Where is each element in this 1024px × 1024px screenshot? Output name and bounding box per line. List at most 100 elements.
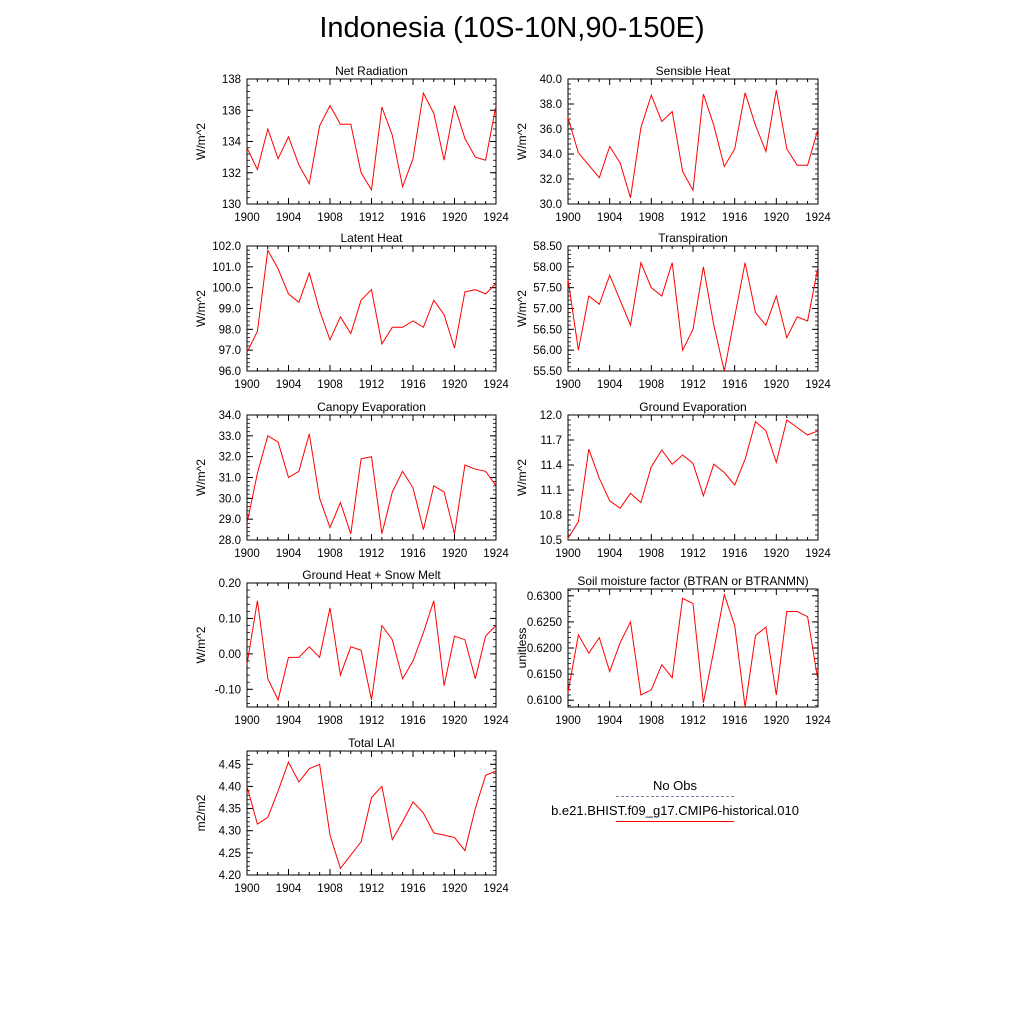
transpiration-series-line bbox=[567, 260, 819, 372]
canopy-evaporation-ytick-label: 28.0 bbox=[219, 535, 241, 547]
canopy-evaporation-xtick-label: 1912 bbox=[359, 548, 385, 560]
soil-moisture-factor-btran-or-btranmn-panel-title: Soil moisture factor (BTRAN or BTRANMN) bbox=[577, 574, 808, 588]
transpiration-ytick-label: 56.50 bbox=[533, 324, 562, 336]
net-radiation-panel-title: Net Radiation bbox=[335, 64, 408, 78]
sensible-heat-panel-title: Sensible Heat bbox=[656, 64, 731, 78]
net-radiation-ytick-label: 130 bbox=[222, 199, 241, 211]
latent-heat-ytick-label: 100.0 bbox=[212, 283, 241, 295]
ground-evaporation-panel-title: Ground Evaporation bbox=[639, 400, 746, 414]
ground-evaporation-ytick-label: 12.0 bbox=[540, 410, 562, 422]
sensible-heat-plot-frame bbox=[567, 78, 819, 205]
ground-evaporation-xtick-label: 1924 bbox=[805, 548, 831, 560]
ground-heat-snow-melt-xtick-label: 1920 bbox=[442, 715, 468, 727]
total-lai-xtick-label: 1924 bbox=[483, 883, 509, 895]
total-lai-ytick-label: 4.40 bbox=[219, 781, 241, 793]
soil-moisture-factor-btran-or-btranmn-xtick-label: 1924 bbox=[805, 715, 831, 727]
total-lai-xtick-label: 1916 bbox=[400, 883, 426, 895]
latent-heat-ytick-label: 96.0 bbox=[219, 366, 241, 378]
legend-label-sim: b.e21.BHIST.f09_g17.CMIP6-historical.010 bbox=[551, 803, 799, 818]
legend: No Obs b.e21.BHIST.f09_g17.CMIP6-histori… bbox=[530, 778, 820, 822]
total-lai-series-line bbox=[246, 760, 497, 870]
latent-heat-series-line bbox=[246, 248, 497, 353]
ground-heat-snow-melt-plot-frame bbox=[246, 582, 497, 708]
sensible-heat-ytick-label: 40.0 bbox=[540, 74, 562, 86]
soil-moisture-factor-btran-or-btranmn-xtick-label: 1908 bbox=[639, 715, 665, 727]
soil-moisture-factor-btran-or-btranmn-xtick-label: 1904 bbox=[597, 715, 623, 727]
ground-heat-snow-melt-ylabel: W/m^2 bbox=[194, 626, 208, 663]
total-lai-ytick-label: 4.25 bbox=[219, 848, 241, 860]
transpiration-ytick-label: 56.00 bbox=[533, 345, 562, 357]
sensible-heat-xtick-label: 1920 bbox=[764, 212, 790, 224]
sensible-heat-xtick-label: 1924 bbox=[805, 212, 831, 224]
sensible-heat-ytick-label: 30.0 bbox=[540, 199, 562, 211]
total-lai-xtick-label: 1920 bbox=[442, 883, 468, 895]
canopy-evaporation-series-line bbox=[246, 433, 497, 534]
transpiration-ytick-label: 57.00 bbox=[533, 304, 562, 316]
ground-heat-snow-melt-ytick-label: 0.00 bbox=[219, 649, 241, 661]
total-lai-xtick-label: 1900 bbox=[234, 883, 260, 895]
sensible-heat-series-line bbox=[567, 90, 819, 198]
latent-heat-xtick-label: 1920 bbox=[442, 379, 468, 391]
canopy-evaporation-xtick-label: 1924 bbox=[483, 548, 509, 560]
sensible-heat-xtick-label: 1900 bbox=[555, 212, 581, 224]
ground-evaporation-ylabel: W/m^2 bbox=[515, 459, 529, 496]
canopy-evaporation-ytick-label: 29.0 bbox=[219, 514, 241, 526]
latent-heat-xtick-label: 1924 bbox=[483, 379, 509, 391]
latent-heat-panel-title: Latent Heat bbox=[340, 231, 403, 245]
transpiration-xtick-label: 1916 bbox=[722, 379, 748, 391]
legend-line-sim bbox=[616, 821, 734, 822]
total-lai-ylabel: m2/m2 bbox=[194, 794, 208, 831]
latent-heat-ytick-label: 99.0 bbox=[219, 304, 241, 316]
sensible-heat-xtick-label: 1912 bbox=[680, 212, 706, 224]
canopy-evaporation-xtick-label: 1920 bbox=[442, 548, 468, 560]
ground-evaporation-xtick-label: 1916 bbox=[722, 548, 748, 560]
latent-heat-xtick-label: 1912 bbox=[359, 379, 385, 391]
transpiration-panel-title: Transpiration bbox=[658, 231, 728, 245]
net-radiation-xtick-label: 1900 bbox=[234, 212, 260, 224]
legend-line-obs bbox=[616, 796, 734, 797]
total-lai-ytick-label: 4.20 bbox=[219, 870, 241, 882]
ground-heat-snow-melt-ytick-label: -0.10 bbox=[215, 684, 241, 696]
transpiration-ytick-label: 55.50 bbox=[533, 366, 562, 378]
ground-evaporation-xtick-label: 1920 bbox=[764, 548, 790, 560]
ground-heat-snow-melt-xtick-label: 1904 bbox=[276, 715, 302, 727]
net-radiation-ytick-label: 132 bbox=[222, 168, 241, 180]
total-lai-panel-title: Total LAI bbox=[348, 736, 395, 750]
latent-heat-xtick-label: 1904 bbox=[276, 379, 302, 391]
soil-moisture-factor-btran-or-btranmn-ytick-label: 0.6200 bbox=[527, 643, 562, 655]
ground-heat-snow-melt-series-line bbox=[246, 600, 497, 702]
canopy-evaporation-plot-frame bbox=[246, 414, 497, 541]
ground-heat-snow-melt-ytick-label: 0.10 bbox=[219, 613, 241, 625]
total-lai-ytick-label: 4.45 bbox=[219, 759, 241, 771]
total-lai-xtick-label: 1912 bbox=[359, 883, 385, 895]
ground-evaporation-ytick-label: 11.1 bbox=[540, 485, 562, 497]
soil-moisture-factor-btran-or-btranmn-xtick-label: 1916 bbox=[722, 715, 748, 727]
transpiration-ytick-label: 58.00 bbox=[533, 262, 562, 274]
ground-heat-snow-melt-xtick-label: 1916 bbox=[400, 715, 426, 727]
latent-heat-xtick-label: 1900 bbox=[234, 379, 260, 391]
net-radiation-xtick-label: 1904 bbox=[276, 212, 302, 224]
sensible-heat-ytick-label: 38.0 bbox=[540, 99, 562, 111]
transpiration-plot-frame bbox=[567, 245, 819, 372]
ground-evaporation-xtick-label: 1908 bbox=[639, 548, 665, 560]
sensible-heat-ytick-label: 36.0 bbox=[540, 124, 562, 136]
transpiration-xtick-label: 1904 bbox=[597, 379, 623, 391]
ground-evaporation-xtick-label: 1912 bbox=[680, 548, 706, 560]
latent-heat-ytick-label: 102.0 bbox=[212, 241, 241, 253]
ground-evaporation-ytick-label: 10.8 bbox=[540, 510, 562, 522]
total-lai-ytick-label: 4.30 bbox=[219, 826, 241, 838]
canopy-evaporation-panel-title: Canopy Evaporation bbox=[317, 400, 426, 414]
ground-heat-snow-melt-xtick-label: 1924 bbox=[483, 715, 509, 727]
soil-moisture-factor-btran-or-btranmn-ytick-label: 0.6300 bbox=[527, 591, 562, 603]
soil-moisture-factor-btran-or-btranmn-ylabel: unitless bbox=[515, 628, 529, 669]
ground-heat-snow-melt-ytick-label: 0.20 bbox=[219, 578, 241, 590]
net-radiation-xtick-label: 1912 bbox=[359, 212, 385, 224]
ground-heat-snow-melt-xtick-label: 1912 bbox=[359, 715, 385, 727]
sensible-heat-ytick-label: 34.0 bbox=[540, 149, 562, 161]
soil-moisture-factor-btran-or-btranmn-xtick-label: 1920 bbox=[764, 715, 790, 727]
ground-heat-snow-melt-xtick-label: 1908 bbox=[317, 715, 343, 727]
total-lai-xtick-label: 1904 bbox=[276, 883, 302, 895]
transpiration-ylabel: W/m^2 bbox=[515, 290, 529, 327]
sensible-heat-xtick-label: 1916 bbox=[722, 212, 748, 224]
ground-evaporation-xtick-label: 1900 bbox=[555, 548, 581, 560]
